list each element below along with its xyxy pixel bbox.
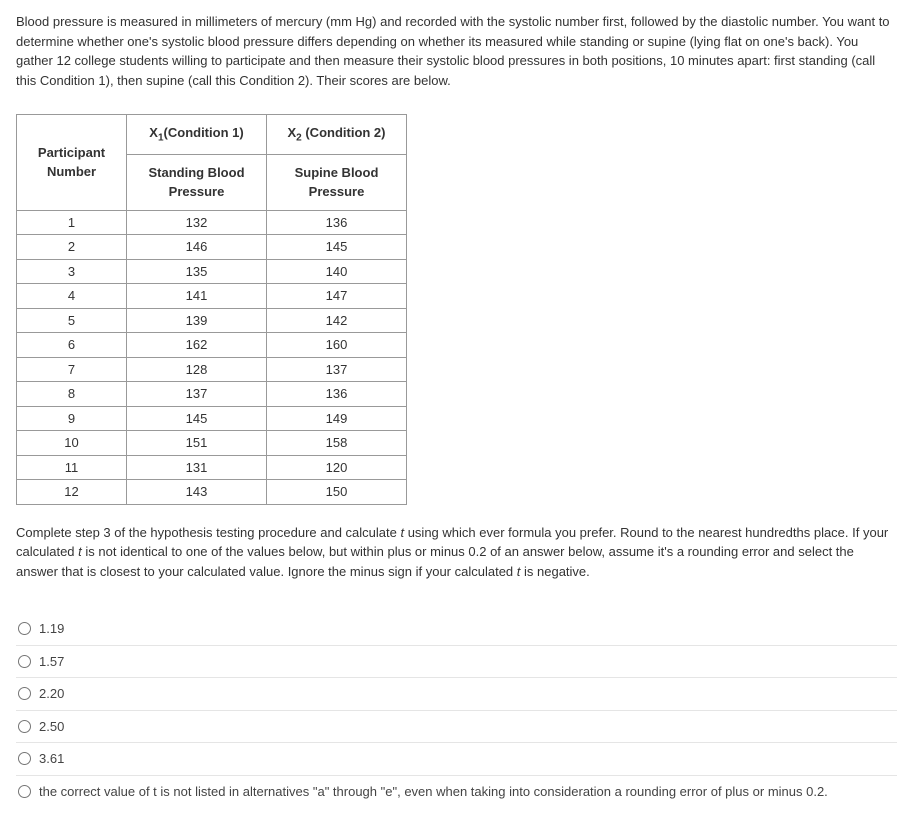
table-cell: 137 — [127, 382, 267, 407]
answer-option[interactable]: 2.50 — [16, 711, 897, 744]
table-row: 11131120 — [17, 455, 407, 480]
table-row: 5139142 — [17, 308, 407, 333]
table-cell: 131 — [127, 455, 267, 480]
answer-radio[interactable] — [18, 687, 31, 700]
table-cell: 147 — [267, 284, 407, 309]
answer-option[interactable]: 1.19 — [16, 613, 897, 646]
table-cell: 158 — [267, 431, 407, 456]
data-table: Participant Number X1(Condition 1) X2 (C… — [16, 114, 407, 505]
table-row: 8137136 — [17, 382, 407, 407]
table-cell: 12 — [17, 480, 127, 505]
header-condition1: X1(Condition 1) — [127, 115, 267, 155]
answer-option[interactable]: 3.61 — [16, 743, 897, 776]
table-cell: 128 — [127, 357, 267, 382]
header-condition1-sub: Standing Blood Pressure — [127, 154, 267, 210]
table-cell: 8 — [17, 382, 127, 407]
table-cell: 149 — [267, 406, 407, 431]
table-cell: 136 — [267, 382, 407, 407]
answer-label[interactable]: 2.20 — [39, 684, 64, 704]
table-cell: 151 — [127, 431, 267, 456]
answer-label[interactable]: the correct value of t is not listed in … — [39, 782, 828, 802]
table-cell: 1 — [17, 210, 127, 235]
table-cell: 140 — [267, 259, 407, 284]
table-row: 1132136 — [17, 210, 407, 235]
table-cell: 4 — [17, 284, 127, 309]
table-cell: 145 — [127, 406, 267, 431]
table-cell: 146 — [127, 235, 267, 260]
table-row: 12143150 — [17, 480, 407, 505]
table-row: 4141147 — [17, 284, 407, 309]
header-condition2-sub: Supine Blood Pressure — [267, 154, 407, 210]
table-cell: 145 — [267, 235, 407, 260]
table-cell: 11 — [17, 455, 127, 480]
table-cell: 143 — [127, 480, 267, 505]
answer-label[interactable]: 3.61 — [39, 749, 64, 769]
answer-options: 1.19 1.57 2.20 2.50 3.61 the correct value of… — [16, 613, 897, 807]
answer-label[interactable]: 1.19 — [39, 619, 64, 639]
table-cell: 142 — [267, 308, 407, 333]
header-condition2: X2 (Condition 2) — [267, 115, 407, 155]
table-cell: 132 — [127, 210, 267, 235]
answer-label[interactable]: 1.57 — [39, 652, 64, 672]
answer-option[interactable]: the correct value of t is not listed in … — [16, 776, 897, 808]
table-row: 2146145 — [17, 235, 407, 260]
table-cell: 3 — [17, 259, 127, 284]
table-cell: 160 — [267, 333, 407, 358]
table-cell: 139 — [127, 308, 267, 333]
table-cell: 141 — [127, 284, 267, 309]
table-cell: 10 — [17, 431, 127, 456]
answer-radio[interactable] — [18, 752, 31, 765]
table-cell: 6 — [17, 333, 127, 358]
answer-radio[interactable] — [18, 785, 31, 798]
table-row: 6162160 — [17, 333, 407, 358]
table-cell: 5 — [17, 308, 127, 333]
table-cell: 7 — [17, 357, 127, 382]
header-participant: Participant Number — [17, 115, 127, 211]
answer-radio[interactable] — [18, 655, 31, 668]
table-cell: 2 — [17, 235, 127, 260]
table-cell: 135 — [127, 259, 267, 284]
instruction-text: Complete step 3 of the hypothesis testin… — [16, 523, 897, 582]
table-cell: 9 — [17, 406, 127, 431]
question-text: Blood pressure is measured in millimeter… — [16, 12, 897, 90]
table-cell: 120 — [267, 455, 407, 480]
table-cell: 162 — [127, 333, 267, 358]
table-row: 7128137 — [17, 357, 407, 382]
table-cell: 137 — [267, 357, 407, 382]
table-cell: 150 — [267, 480, 407, 505]
answer-radio[interactable] — [18, 622, 31, 635]
answer-radio[interactable] — [18, 720, 31, 733]
table-row: 10151158 — [17, 431, 407, 456]
table-row: 3135140 — [17, 259, 407, 284]
table-cell: 136 — [267, 210, 407, 235]
answer-option[interactable]: 1.57 — [16, 646, 897, 679]
answer-option[interactable]: 2.20 — [16, 678, 897, 711]
answer-label[interactable]: 2.50 — [39, 717, 64, 737]
table-row: 9145149 — [17, 406, 407, 431]
